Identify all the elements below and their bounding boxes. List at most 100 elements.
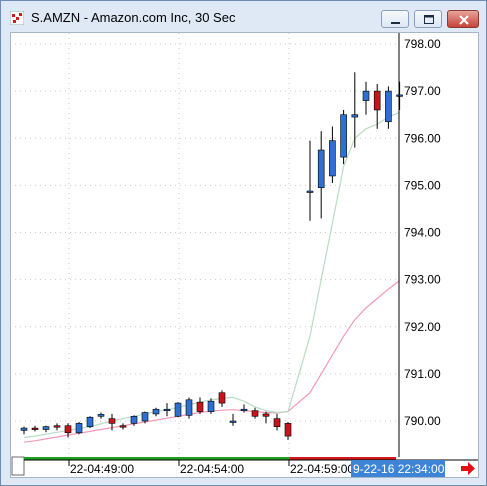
candle-body — [86, 416, 94, 427]
candle — [53, 423, 61, 431]
timeline-red-bar — [290, 457, 396, 460]
candle — [229, 413, 237, 426]
candle-body — [119, 425, 127, 428]
candle — [185, 397, 193, 419]
candle-body — [130, 415, 138, 424]
candles — [20, 72, 403, 440]
candle-body — [152, 408, 160, 415]
price-tick-label: 792.00 — [404, 320, 441, 334]
candle — [262, 411, 270, 424]
candle-body — [75, 423, 83, 434]
candle-body — [42, 426, 50, 430]
candle-body — [240, 408, 248, 412]
price-tick-label: 795.00 — [404, 178, 441, 192]
candle — [97, 412, 105, 419]
close-button[interactable] — [447, 10, 479, 28]
window-title: S.AMZN - Amazon.com Inc, 30 Sec — [31, 10, 236, 25]
ma-fast-line — [23, 111, 400, 439]
candle — [163, 403, 171, 417]
price-axis: 790.00 791.00 792.00 793.00 794.00 795.00 796.… — [398, 33, 441, 457]
candle — [152, 407, 160, 417]
candle-body — [273, 418, 281, 427]
candle — [351, 72, 359, 148]
candle — [42, 425, 50, 433]
maximize-icon — [424, 15, 434, 24]
candle-body — [218, 392, 226, 404]
time-tick-label: 22-04:54:00 — [180, 462, 244, 476]
candle-body — [373, 90, 381, 111]
candle — [329, 126, 336, 184]
candle — [240, 404, 248, 413]
chart-app-icon — [10, 11, 24, 25]
time-axis: 22-04:49:00 22-04:54:00 22-04:59:00 — [68, 460, 354, 476]
candle — [130, 415, 138, 426]
grid — [15, 33, 397, 455]
candle — [196, 397, 204, 414]
time-tick-label: 22-04:59:00 — [290, 462, 354, 476]
candle-body — [396, 94, 403, 97]
timeline-green-bar — [24, 457, 290, 460]
ma-slow-line — [23, 280, 400, 443]
candle — [119, 423, 127, 430]
candle — [75, 421, 83, 435]
candle-body — [229, 420, 237, 423]
price-tick-label: 798.00 — [404, 37, 441, 51]
candle — [108, 413, 116, 431]
candle — [20, 426, 28, 435]
candle — [396, 81, 403, 110]
candle — [251, 407, 259, 419]
candle-body — [284, 423, 292, 437]
candle-body — [262, 413, 270, 417]
crosshair-time-highlight — [351, 460, 445, 477]
time-tick-label: 22-04:49:00 — [70, 462, 134, 476]
candle-body — [20, 427, 28, 431]
candle-body — [97, 414, 105, 417]
candle-body — [385, 90, 392, 123]
candle-body — [329, 140, 336, 177]
maximize-button[interactable] — [414, 10, 442, 28]
candle-body — [306, 190, 314, 193]
chart-panel[interactable]: 790.00 791.00 792.00 793.00 794.00 795.00 796.… — [10, 32, 479, 478]
candle-body — [174, 402, 182, 417]
candle — [31, 425, 39, 432]
candle-body — [251, 410, 259, 417]
candle — [373, 84, 381, 129]
candle — [207, 398, 215, 414]
candle — [174, 402, 182, 418]
minimize-icon — [391, 22, 400, 24]
candle — [273, 413, 281, 431]
candle — [317, 131, 325, 219]
candle-body — [207, 400, 215, 412]
scroll-right-arrow-icon[interactable] — [461, 462, 475, 475]
price-tick-label: 797.00 — [404, 84, 441, 98]
candle — [284, 421, 292, 440]
candle-body — [340, 114, 347, 158]
candle-body — [317, 149, 325, 189]
candle — [141, 411, 149, 424]
candle — [362, 81, 370, 115]
candle — [306, 140, 314, 221]
candle-body — [53, 425, 61, 428]
candle-body — [196, 401, 204, 412]
candle — [385, 86, 392, 129]
candle-body — [351, 114, 359, 118]
minimize-button[interactable] — [381, 10, 409, 28]
moving-averages — [23, 111, 400, 443]
candle — [218, 390, 226, 407]
title-bar[interactable]: S.AMZN - Amazon.com Inc, 30 Sec — [1, 1, 486, 31]
price-tick-label: 790.00 — [404, 414, 441, 428]
candle-body — [185, 399, 193, 416]
price-tick-label: 791.00 — [404, 367, 441, 381]
price-chart[interactable]: 790.00 791.00 792.00 793.00 794.00 795.00 796.… — [11, 33, 478, 477]
candle-body — [163, 408, 171, 412]
scroll-box[interactable] — [11, 456, 25, 476]
candle-body — [362, 90, 370, 101]
crosshair-time-label: 9-22-16 22:34:00 — [353, 462, 445, 476]
candle — [340, 109, 347, 165]
price-tick-label: 793.00 — [404, 273, 441, 287]
candle-body — [31, 427, 39, 430]
price-tick-label: 796.00 — [404, 131, 441, 145]
candle-body — [141, 412, 149, 422]
candle-body — [64, 425, 72, 434]
